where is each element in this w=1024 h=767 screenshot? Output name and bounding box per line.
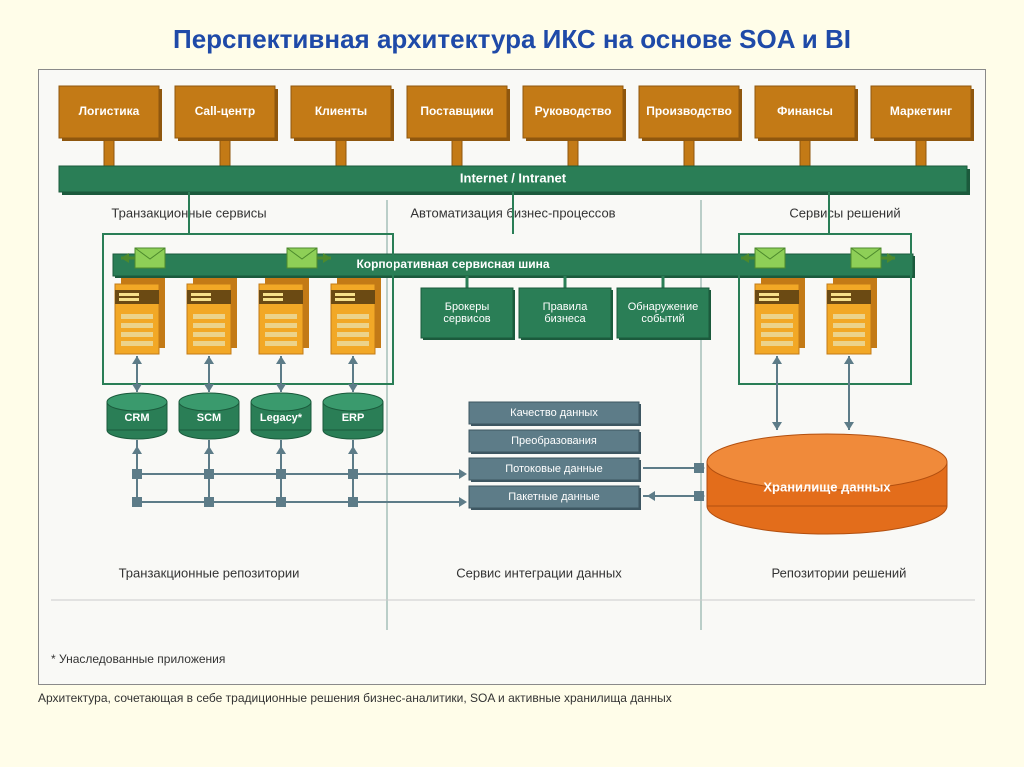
diagram-svg: Логистика Call-центр Клиенты Поставщики Руко…	[39, 70, 987, 686]
esb-label: Корпоративная сервисная шина	[356, 257, 549, 271]
section-decision: Сервисы решений	[789, 205, 900, 220]
top-box-label: Маркетинг	[890, 104, 952, 118]
service-box-label: Правилабизнеса	[543, 301, 589, 325]
repo-data-integration: Сервис интеграции данных	[456, 565, 622, 580]
top-box-label: Руководство	[535, 104, 612, 118]
data-layer-label: Потоковые данные	[505, 463, 603, 475]
db-label: CRM	[124, 412, 149, 424]
db-label: ERP	[342, 412, 365, 424]
repo-decision: Репозитории решений	[772, 565, 907, 580]
top-box-label: Логистика	[79, 104, 140, 118]
top-box-label: Производство	[646, 104, 732, 118]
db-label: Legacy*	[260, 412, 303, 424]
top-box-label: Финансы	[777, 104, 833, 118]
warehouse-label: Хранилище данных	[763, 479, 891, 494]
data-layer-label: Качество данных	[510, 407, 598, 419]
internet-label: Internet / Intranet	[460, 170, 567, 185]
data-layer-label: Преобразования	[511, 435, 597, 447]
footnote: * Унаследованные приложения	[51, 652, 225, 666]
service-box-label: Брокерысервисов	[443, 301, 490, 325]
top-box-label: Call-центр	[195, 104, 256, 118]
repo-transactional: Транзакционные репозитории	[119, 565, 300, 580]
db-label: SCM	[197, 412, 221, 424]
caption: Архитектура, сочетающая в себе традицион…	[38, 691, 986, 705]
page-title: Перспективная архитектура ИКС на основе …	[0, 0, 1024, 69]
top-box-label: Клиенты	[315, 104, 367, 118]
data-layer-label: Пакетные данные	[508, 491, 600, 503]
top-box-label: Поставщики	[420, 104, 493, 118]
diagram-frame: Логистика Call-центр Клиенты Поставщики Руко…	[38, 69, 986, 685]
